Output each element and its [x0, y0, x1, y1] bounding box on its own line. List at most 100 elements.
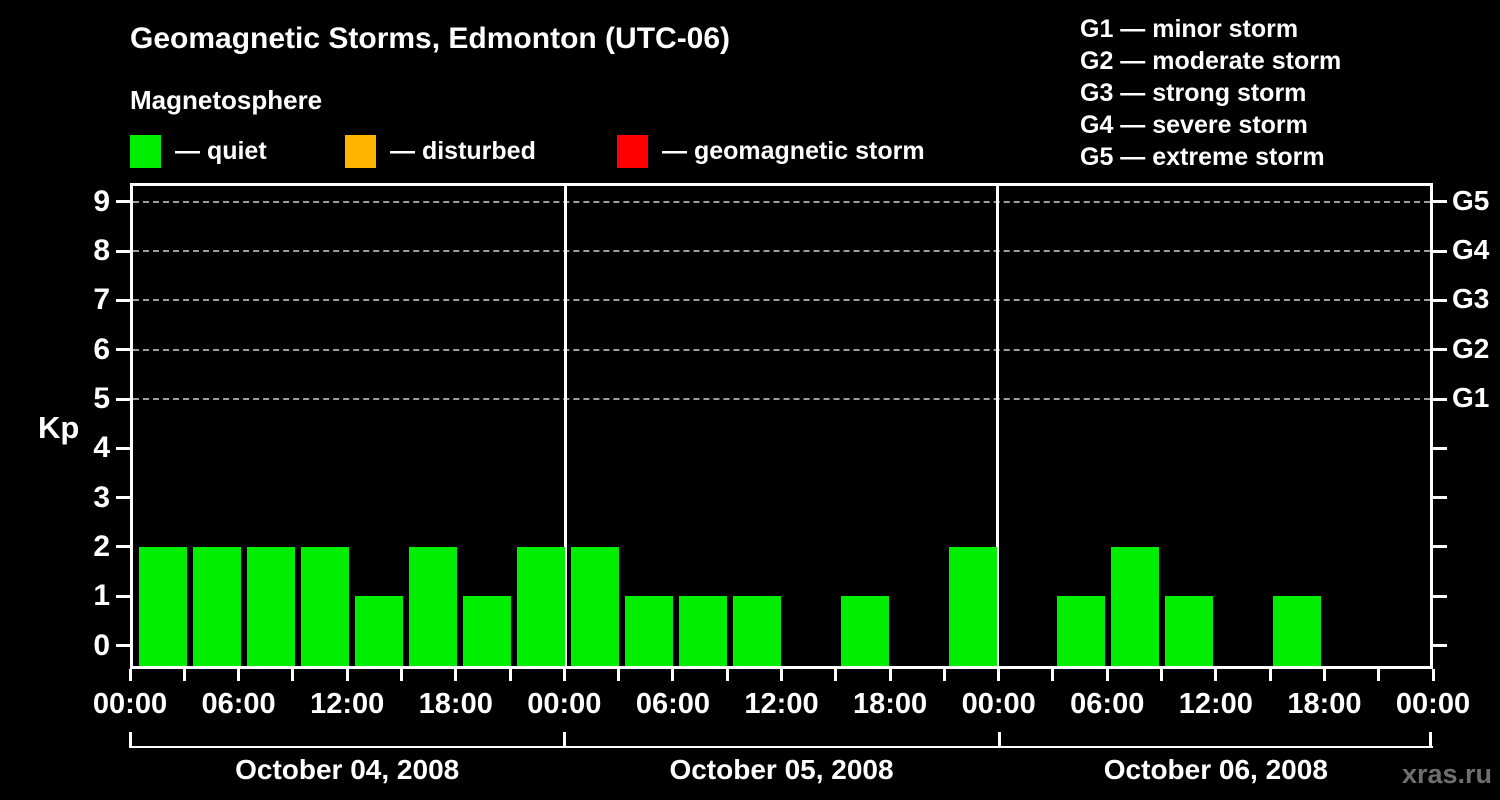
y-tick-label: 7 — [93, 283, 110, 317]
x-axis-tick — [291, 669, 295, 681]
x-tick-label: 00:00 — [1395, 688, 1471, 720]
x-axis-tick — [997, 669, 1001, 681]
kp-bar — [408, 546, 457, 666]
x-tick-label: 12:00 — [1178, 688, 1253, 720]
day-separator — [563, 186, 567, 666]
x-axis-tick — [1322, 669, 1326, 681]
x-axis-tick — [1105, 669, 1109, 681]
right-axis-tick — [1433, 200, 1447, 204]
x-axis-tick — [1268, 669, 1272, 681]
kp-bar — [1165, 596, 1214, 666]
kp-bar — [246, 546, 295, 666]
y-tick-label: 9 — [93, 184, 110, 218]
date-bracket-tick — [563, 732, 567, 748]
x-tick-label: 06:00 — [201, 688, 276, 720]
gridline-kp7 — [133, 299, 1430, 302]
y-axis-tick — [116, 249, 130, 253]
x-tick-label: 12:00 — [310, 688, 385, 720]
x-axis-tick — [1431, 669, 1435, 681]
storm-scale-line: G3 — strong storm — [1080, 79, 1307, 107]
kp-bar — [1273, 596, 1322, 666]
y-axis-tick — [116, 446, 130, 450]
g-scale-tick-label: G3 — [1452, 283, 1490, 315]
x-tick-label: 18:00 — [852, 688, 928, 720]
kp-bar — [624, 596, 673, 666]
legend-item-disturbed: — disturbed — [345, 134, 536, 168]
kp-bar — [732, 596, 781, 666]
y-axis-tick — [116, 200, 130, 204]
legend-item-geomagnetic-storm: — geomagnetic storm — [617, 134, 925, 168]
kp-bar — [570, 546, 619, 666]
date-bracket-tick — [1429, 732, 1432, 748]
x-axis-tick — [1214, 669, 1218, 681]
x-tick-label: 12:00 — [744, 688, 819, 720]
kp-bar — [1111, 546, 1160, 666]
right-axis-tick — [1433, 496, 1447, 500]
gridline-kp9 — [133, 200, 1430, 203]
y-axis-tick — [116, 594, 130, 598]
date-bracket-tick — [129, 732, 132, 748]
date-label: October 04, 2008 — [235, 754, 460, 785]
x-axis-tick — [725, 669, 729, 681]
x-axis-tick — [399, 669, 403, 681]
y-tick-label: 3 — [93, 480, 110, 514]
x-tick-label: 18:00 — [1287, 688, 1362, 720]
gridline-kp8 — [133, 250, 1430, 253]
kp-bar — [462, 596, 511, 666]
storm-scale-line: G5 — extreme storm — [1080, 143, 1325, 171]
gridline-kp5 — [133, 398, 1430, 400]
x-axis-tick — [888, 669, 892, 681]
y-axis-tick — [116, 348, 130, 352]
date-bracket-tick — [997, 732, 1001, 748]
y-tick-label: 5 — [93, 382, 110, 415]
storm-scale-line: G2 — moderate storm — [1080, 47, 1342, 75]
chart-subtitle: Magnetosphere — [130, 85, 323, 115]
x-axis-tick — [508, 669, 512, 681]
date-label: October 06, 2008 — [1103, 754, 1328, 785]
x-tick-label: 18:00 — [418, 688, 493, 720]
x-axis-tick — [182, 669, 186, 681]
g-scale-tick-label: G4 — [1452, 234, 1490, 266]
legend-item-quiet: — quiet — [130, 134, 267, 168]
watermark: xras.ru — [1401, 759, 1492, 789]
geomagnetic-storm-swatch-icon — [617, 134, 648, 168]
x-tick-label: 00:00 — [92, 688, 168, 720]
disturbed-swatch-icon — [345, 134, 376, 168]
kp-bar — [949, 546, 998, 666]
y-tick-label: 4 — [93, 431, 110, 465]
g-scale-tick-label: G1 — [1452, 382, 1490, 413]
day-separator — [996, 186, 1000, 666]
kp-bar — [678, 596, 727, 666]
x-tick-label: 06:00 — [1070, 688, 1145, 720]
y-axis-tick — [116, 644, 130, 647]
legend-label: — quiet — [175, 136, 267, 165]
x-axis-tick — [942, 669, 946, 681]
y-tick-label: 2 — [93, 529, 110, 563]
storm-scale-line: G1 — minor storm — [1080, 15, 1299, 43]
gridline-kp6 — [133, 348, 1430, 351]
x-axis-tick — [617, 669, 621, 681]
kp-bar — [841, 596, 890, 666]
x-axis-tick — [1377, 669, 1381, 681]
x-axis-tick — [128, 669, 132, 681]
right-axis-tick — [1433, 594, 1447, 598]
y-tick-label: 1 — [93, 579, 110, 613]
x-tick-label: 00:00 — [527, 688, 602, 720]
date-label: October 05, 2008 — [669, 754, 894, 785]
y-axis-tick — [116, 496, 130, 500]
y-axis-label: Kp — [38, 410, 80, 445]
legend-label: — disturbed — [390, 136, 536, 165]
right-axis-tick — [1433, 545, 1447, 549]
right-axis-tick — [1433, 348, 1447, 352]
g-scale-tick-label: G5 — [1452, 184, 1490, 216]
right-axis-tick — [1433, 446, 1447, 450]
y-tick-label: 0 — [93, 628, 110, 662]
date-bracket-line — [130, 746, 1433, 748]
plot-area — [130, 183, 1433, 669]
y-axis-tick — [116, 545, 130, 549]
g-scale-tick-label: G2 — [1452, 332, 1490, 364]
right-axis-tick — [1433, 298, 1447, 302]
x-axis-tick — [1051, 669, 1055, 681]
y-axis-tick — [116, 397, 130, 401]
